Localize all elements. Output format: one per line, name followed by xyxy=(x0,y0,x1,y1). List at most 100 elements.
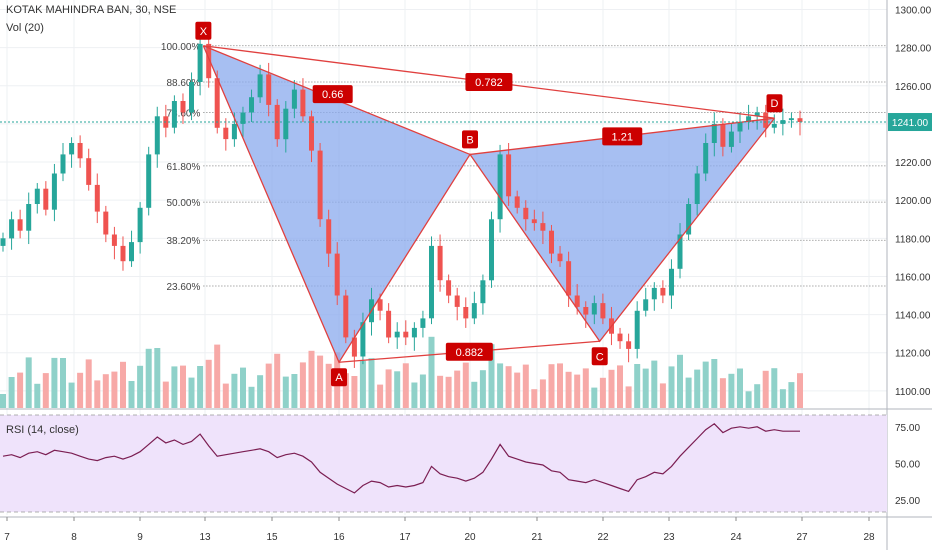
candle-body xyxy=(411,327,417,338)
candle-body xyxy=(446,280,452,296)
candle-body xyxy=(557,253,563,262)
candle-body xyxy=(291,89,297,109)
volume-bar xyxy=(677,354,683,408)
volume-bar xyxy=(471,381,478,408)
candle-body xyxy=(429,245,434,319)
candle-body xyxy=(326,219,332,254)
fib-level-label: 38.20% xyxy=(166,236,200,247)
x-axis-tick: 7 xyxy=(4,532,10,543)
candle-body xyxy=(360,322,366,357)
candle-body xyxy=(214,78,220,128)
x-axis-tick: 24 xyxy=(730,532,742,543)
symbol-title: KOTAK MAHINDRA BAN, 30, NSE xyxy=(6,4,177,16)
candle-body xyxy=(86,158,92,185)
rsi-axis-tick: 50.00 xyxy=(895,460,920,471)
volume-bar xyxy=(711,359,718,408)
candle-body xyxy=(686,204,692,235)
candle-body xyxy=(566,261,572,296)
volume-bar xyxy=(557,363,563,408)
volume-bar xyxy=(385,369,392,408)
volume-bar xyxy=(274,353,281,408)
volume-bar xyxy=(445,376,452,408)
volume-bar xyxy=(342,373,349,408)
volume-bar xyxy=(68,382,75,408)
x-axis-tick: 20 xyxy=(464,532,476,543)
pattern-point-box xyxy=(195,21,212,40)
candle-body xyxy=(189,82,194,113)
volume-bar xyxy=(162,381,169,408)
volume-bar xyxy=(102,374,109,408)
price-axis-tick: 1300.00 xyxy=(895,6,932,17)
candle-body xyxy=(154,116,160,155)
price-axis-tick: 1180.00 xyxy=(895,234,931,245)
volume-bar xyxy=(411,382,418,408)
x-axis-tick: 17 xyxy=(399,532,411,543)
volume-bar xyxy=(394,371,401,408)
x-axis-tick: 8 xyxy=(71,532,77,543)
volume-bar xyxy=(317,355,324,408)
candle-body xyxy=(754,112,760,117)
candle-body xyxy=(0,238,6,246)
candle-body xyxy=(249,97,254,113)
candle-body xyxy=(523,207,529,220)
volume-bar xyxy=(299,362,306,408)
candle-body xyxy=(180,101,186,113)
candle-body xyxy=(497,154,503,220)
price-axis-tick: 1220.00 xyxy=(895,158,932,169)
price-axis-tick: 1140.00 xyxy=(895,311,931,322)
price-axis-tick: 1200.00 xyxy=(895,196,932,207)
volume-bar xyxy=(145,348,152,408)
pattern-ratio-box xyxy=(465,72,513,91)
candle-body xyxy=(377,299,383,311)
volume-bar xyxy=(694,369,701,408)
candle-body xyxy=(660,287,666,296)
fib-level-label: 88.60% xyxy=(166,78,200,89)
rsi-band xyxy=(0,415,887,512)
candle-body xyxy=(463,307,469,319)
candle-body xyxy=(9,219,15,239)
price-axis-tick: 1280.00 xyxy=(895,44,932,55)
volume-bar xyxy=(368,358,375,408)
fib-level-label: 61.80% xyxy=(166,162,200,173)
x-axis-tick: 21 xyxy=(531,532,543,543)
volume-bar xyxy=(120,361,126,408)
candle-body xyxy=(317,150,323,220)
candle-body xyxy=(437,245,443,281)
candle-body xyxy=(26,204,32,231)
x-axis-tick: 16 xyxy=(333,532,345,543)
volume-bar xyxy=(231,373,238,408)
rsi-line xyxy=(2,423,800,494)
candle-body xyxy=(506,154,512,197)
candle-body xyxy=(171,101,177,128)
volume-bar xyxy=(17,372,24,408)
volume-bar xyxy=(745,391,752,408)
volume-bar xyxy=(248,386,255,408)
rsi-axis-tick: 25.00 xyxy=(895,496,920,507)
candle-body xyxy=(703,143,709,174)
candle-body xyxy=(386,310,392,338)
volume-bar xyxy=(779,389,786,408)
volume-indicator-label: Vol (20) xyxy=(6,22,44,34)
candle-body xyxy=(549,230,554,254)
candle-body xyxy=(420,318,426,328)
candle-body xyxy=(94,184,100,212)
price-axis-tick: 1160.00 xyxy=(895,272,931,283)
pattern-point-label: B xyxy=(466,134,473,146)
candle-body xyxy=(728,131,734,147)
volume-bar xyxy=(359,360,366,408)
candle-body xyxy=(51,173,57,210)
candle-body xyxy=(711,123,717,143)
candle-body xyxy=(343,295,349,338)
x-axis-tick: 23 xyxy=(663,532,675,543)
pattern-ratio-label: 0.782 xyxy=(475,77,503,89)
x-axis-tick: 15 xyxy=(266,532,278,543)
volume-bar xyxy=(377,384,384,408)
candle-body xyxy=(737,122,743,132)
fib-level-label: 50.00% xyxy=(166,198,200,209)
candle-body xyxy=(471,303,477,319)
volume-bar xyxy=(505,366,512,408)
candle-body xyxy=(120,245,126,262)
candle-body xyxy=(780,120,786,124)
x-axis-tick: 27 xyxy=(796,532,808,543)
